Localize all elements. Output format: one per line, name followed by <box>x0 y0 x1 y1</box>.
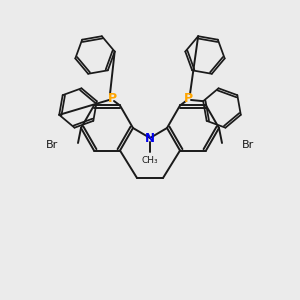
Text: Br: Br <box>242 140 254 150</box>
Text: P: P <box>183 92 193 104</box>
Text: N: N <box>145 131 155 145</box>
Text: Br: Br <box>46 140 58 150</box>
Text: CH₃: CH₃ <box>142 156 158 165</box>
Text: P: P <box>107 92 117 104</box>
